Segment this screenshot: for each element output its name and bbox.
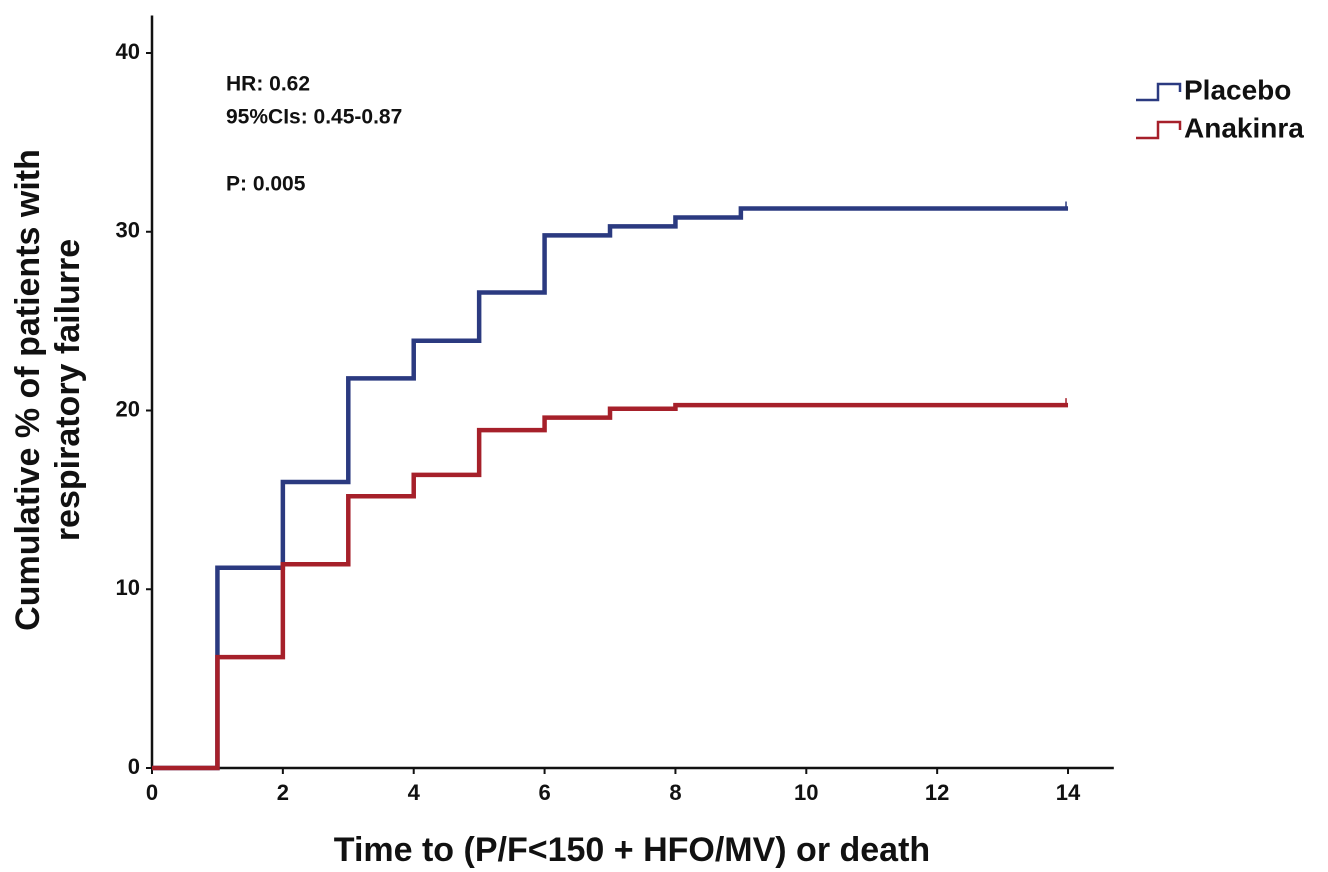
annotation: HR: 0.62 xyxy=(226,73,310,96)
x-tick-label: 2 xyxy=(277,780,289,805)
x-tick-label: 4 xyxy=(408,780,421,805)
x-tick-label: 6 xyxy=(538,780,550,805)
series-line xyxy=(152,402,1069,771)
x-tick-label: 10 xyxy=(794,780,818,805)
y-tick-label: 10 xyxy=(116,575,140,600)
legend-swatch xyxy=(1136,82,1182,102)
x-tick-label: 0 xyxy=(146,780,158,805)
series-line xyxy=(152,206,1069,771)
annotation: P: 0.005 xyxy=(226,173,306,196)
y-axis-title: respiratory failurre xyxy=(49,239,87,541)
x-tick-label: 8 xyxy=(669,780,681,805)
y-tick-label: 0 xyxy=(128,754,140,779)
legend-label: Anakinra xyxy=(1184,112,1304,143)
x-axis-title: Time to (P/F<150 + HFO/MV) or death xyxy=(334,831,930,869)
y-axis-title: Cumulative % of patients with xyxy=(9,149,47,631)
y-tick-label: 20 xyxy=(116,396,140,421)
x-tick-label: 14 xyxy=(1056,780,1081,805)
y-tick-label: 40 xyxy=(116,39,140,64)
annotation: 95%CIs: 0.45-0.87 xyxy=(226,106,402,129)
legend-swatch xyxy=(1136,120,1182,140)
x-tick-label: 12 xyxy=(925,780,949,805)
legend-label: Placebo xyxy=(1184,74,1291,105)
y-tick-label: 30 xyxy=(116,218,140,243)
